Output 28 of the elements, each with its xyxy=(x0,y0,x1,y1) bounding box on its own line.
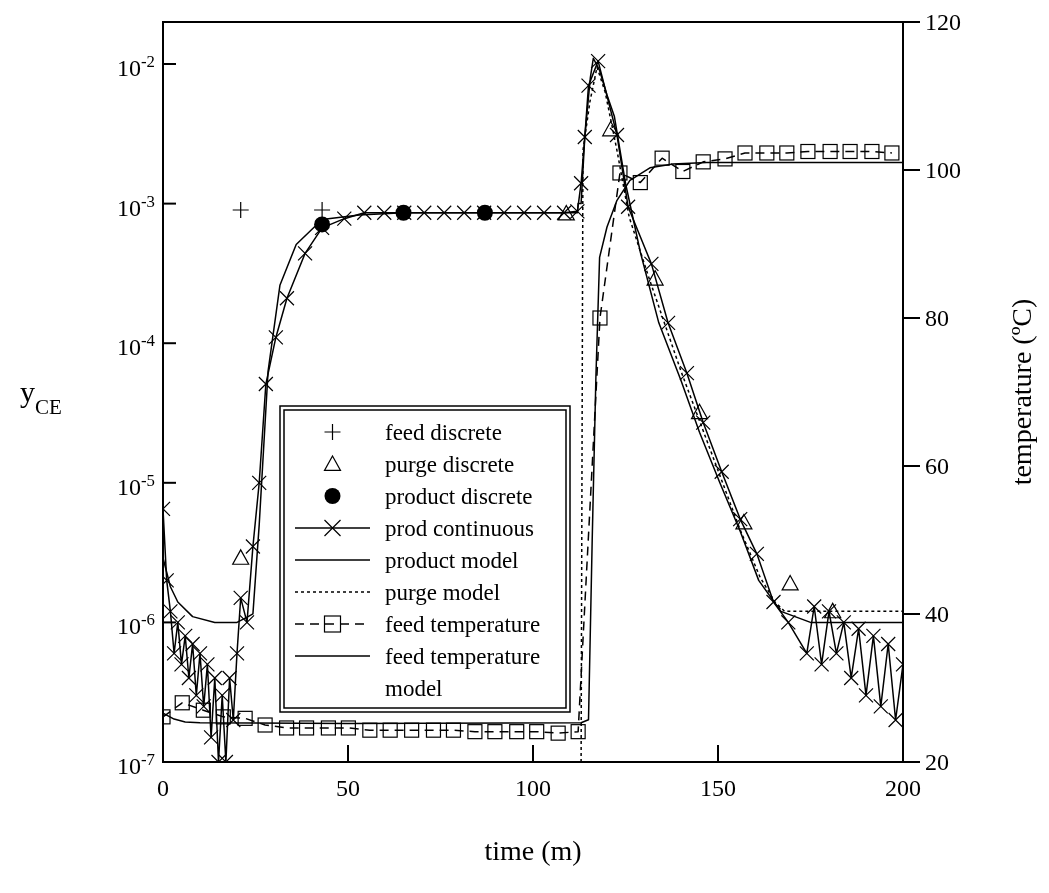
x-tick-label: 150 xyxy=(700,775,736,801)
y-tick-label: 10$^{-6}$ xyxy=(117,609,155,640)
y2-tick-label: 120 xyxy=(925,9,961,35)
legend-label: product discrete xyxy=(385,484,533,509)
y2-tick-label: 60 xyxy=(925,453,949,479)
y2-axis-title: temperature (ºC) xyxy=(1006,298,1037,486)
y-axis-title: y$_{CE}$ xyxy=(20,375,62,419)
legend-label: purge discrete xyxy=(385,452,515,477)
x-tick-label: 0 xyxy=(157,775,169,801)
y2-tick-label: 100 xyxy=(925,157,961,183)
y-tick-label: 10$^{-2}$ xyxy=(117,51,155,82)
y-tick-label: 10$^{-5}$ xyxy=(117,470,155,500)
x-tick-label: 100 xyxy=(515,775,551,801)
legend-label: feed discrete xyxy=(385,420,502,445)
x-tick-label: 50 xyxy=(336,775,360,801)
x-axis-title: time (m) xyxy=(484,835,582,866)
legend-label: purge model xyxy=(385,580,501,605)
y-tick-label: 10$^{-4}$ xyxy=(117,330,156,361)
legend-label: product model xyxy=(385,548,519,573)
legend-label: feed temperature xyxy=(385,612,541,637)
y-tick-label: 10$^{-7}$ xyxy=(117,749,155,779)
y2-tick-label: 80 xyxy=(925,305,949,331)
legend-label: prod continuous xyxy=(385,516,534,541)
y2-tick-label: 40 xyxy=(925,601,949,627)
y-tick-label: 10$^{-3}$ xyxy=(117,191,155,221)
legend-label: feed temperature model xyxy=(385,644,541,701)
x-tick-label: 200 xyxy=(885,775,921,801)
y2-tick-label: 20 xyxy=(925,749,949,775)
